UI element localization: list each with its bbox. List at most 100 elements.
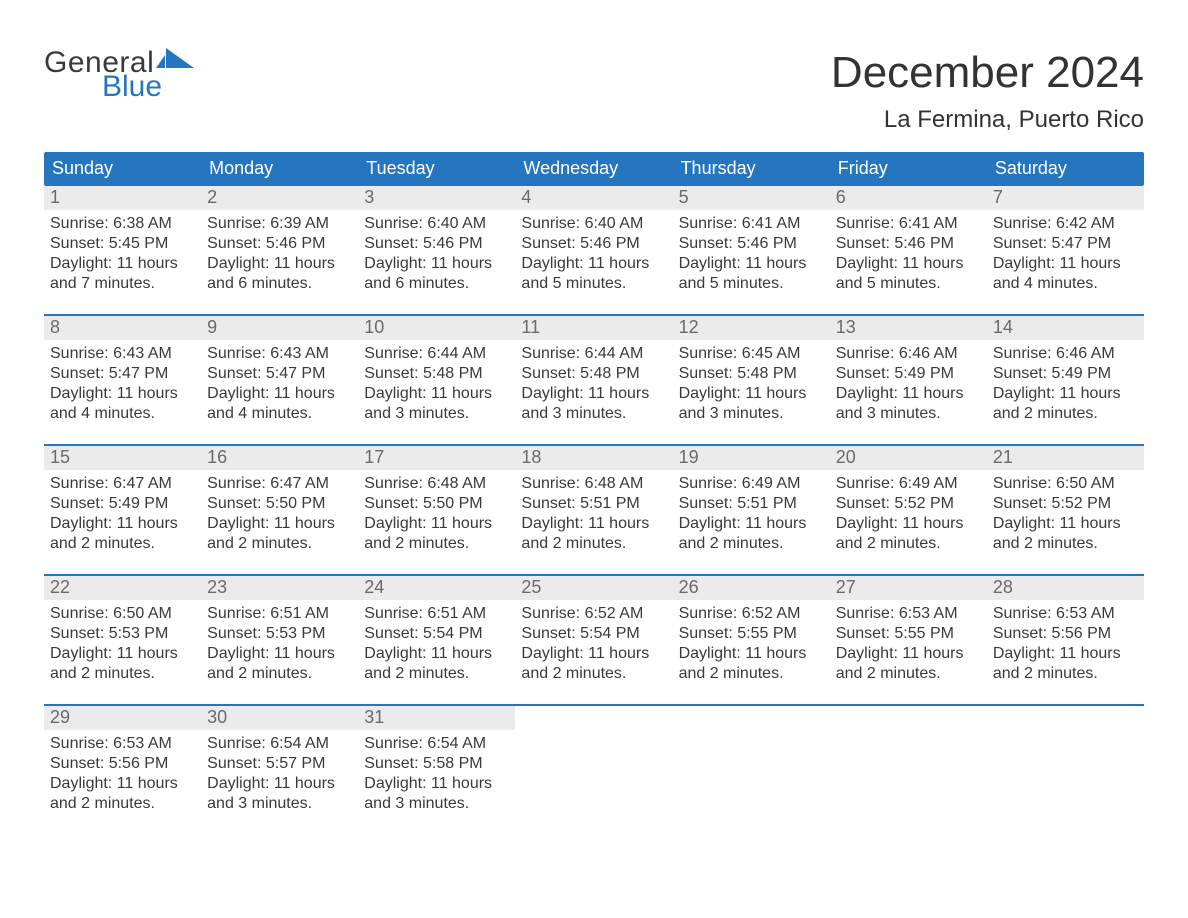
day-number: 17 bbox=[358, 446, 515, 470]
day-number: 5 bbox=[673, 186, 830, 210]
sunset-line: Sunset: 5:57 PM bbox=[207, 754, 352, 774]
day-cell: 19Sunrise: 6:49 AMSunset: 5:51 PMDayligh… bbox=[673, 446, 830, 554]
sunrise-line: Sunrise: 6:53 AM bbox=[836, 604, 981, 624]
sunrise-line: Sunrise: 6:41 AM bbox=[836, 214, 981, 234]
sunrise-line: Sunrise: 6:52 AM bbox=[521, 604, 666, 624]
daylight-line: Daylight: 11 hours and 3 minutes. bbox=[364, 384, 509, 424]
daylight-line: Daylight: 11 hours and 4 minutes. bbox=[207, 384, 352, 424]
page-header: General Blue December 2024 La Fermina, P… bbox=[44, 48, 1144, 134]
day-cell: 27Sunrise: 6:53 AMSunset: 5:55 PMDayligh… bbox=[830, 576, 987, 684]
sunrise-line: Sunrise: 6:46 AM bbox=[993, 344, 1138, 364]
day-number: 4 bbox=[515, 186, 672, 210]
day-cell: 15Sunrise: 6:47 AMSunset: 5:49 PMDayligh… bbox=[44, 446, 201, 554]
daylight-line: Daylight: 11 hours and 2 minutes. bbox=[836, 644, 981, 684]
day-number: 14 bbox=[987, 316, 1144, 340]
daylight-line: Daylight: 11 hours and 5 minutes. bbox=[836, 254, 981, 294]
day-details: Sunrise: 6:45 AMSunset: 5:48 PMDaylight:… bbox=[673, 340, 830, 424]
sunset-line: Sunset: 5:53 PM bbox=[50, 624, 195, 644]
daylight-line: Daylight: 11 hours and 2 minutes. bbox=[679, 514, 824, 554]
sunset-line: Sunset: 5:49 PM bbox=[993, 364, 1138, 384]
sunset-line: Sunset: 5:48 PM bbox=[679, 364, 824, 384]
daylight-line: Daylight: 11 hours and 2 minutes. bbox=[364, 514, 509, 554]
sunrise-line: Sunrise: 6:50 AM bbox=[993, 474, 1138, 494]
daylight-line: Daylight: 11 hours and 2 minutes. bbox=[207, 644, 352, 684]
sunset-line: Sunset: 5:45 PM bbox=[50, 234, 195, 254]
day-details: Sunrise: 6:51 AMSunset: 5:53 PMDaylight:… bbox=[201, 600, 358, 684]
day-number: 15 bbox=[44, 446, 201, 470]
sunset-line: Sunset: 5:55 PM bbox=[836, 624, 981, 644]
sunrise-line: Sunrise: 6:44 AM bbox=[521, 344, 666, 364]
day-cell: 9Sunrise: 6:43 AMSunset: 5:47 PMDaylight… bbox=[201, 316, 358, 424]
day-details: Sunrise: 6:44 AMSunset: 5:48 PMDaylight:… bbox=[358, 340, 515, 424]
day-cell: 1Sunrise: 6:38 AMSunset: 5:45 PMDaylight… bbox=[44, 186, 201, 294]
weekday-header-cell: Tuesday bbox=[358, 152, 515, 186]
sunrise-line: Sunrise: 6:43 AM bbox=[50, 344, 195, 364]
day-number: 31 bbox=[358, 706, 515, 730]
day-details: Sunrise: 6:50 AMSunset: 5:52 PMDaylight:… bbox=[987, 470, 1144, 554]
day-details: Sunrise: 6:48 AMSunset: 5:51 PMDaylight:… bbox=[515, 470, 672, 554]
day-cell: 17Sunrise: 6:48 AMSunset: 5:50 PMDayligh… bbox=[358, 446, 515, 554]
day-number bbox=[515, 706, 672, 709]
sunset-line: Sunset: 5:46 PM bbox=[679, 234, 824, 254]
sunrise-line: Sunrise: 6:45 AM bbox=[679, 344, 824, 364]
daylight-line: Daylight: 11 hours and 4 minutes. bbox=[50, 384, 195, 424]
day-number: 3 bbox=[358, 186, 515, 210]
day-details: Sunrise: 6:43 AMSunset: 5:47 PMDaylight:… bbox=[44, 340, 201, 424]
daylight-line: Daylight: 11 hours and 2 minutes. bbox=[364, 644, 509, 684]
sunset-line: Sunset: 5:46 PM bbox=[836, 234, 981, 254]
daylight-line: Daylight: 11 hours and 2 minutes. bbox=[50, 644, 195, 684]
daylight-line: Daylight: 11 hours and 2 minutes. bbox=[521, 514, 666, 554]
day-details: Sunrise: 6:54 AMSunset: 5:58 PMDaylight:… bbox=[358, 730, 515, 814]
day-cell bbox=[830, 706, 987, 814]
daylight-line: Daylight: 11 hours and 4 minutes. bbox=[993, 254, 1138, 294]
day-cell: 7Sunrise: 6:42 AMSunset: 5:47 PMDaylight… bbox=[987, 186, 1144, 294]
day-details: Sunrise: 6:40 AMSunset: 5:46 PMDaylight:… bbox=[515, 210, 672, 294]
day-cell: 18Sunrise: 6:48 AMSunset: 5:51 PMDayligh… bbox=[515, 446, 672, 554]
sunrise-line: Sunrise: 6:53 AM bbox=[993, 604, 1138, 624]
day-number: 19 bbox=[673, 446, 830, 470]
day-cell: 31Sunrise: 6:54 AMSunset: 5:58 PMDayligh… bbox=[358, 706, 515, 814]
day-details: Sunrise: 6:53 AMSunset: 5:56 PMDaylight:… bbox=[987, 600, 1144, 684]
day-cell: 10Sunrise: 6:44 AMSunset: 5:48 PMDayligh… bbox=[358, 316, 515, 424]
calendar: SundayMondayTuesdayWednesdayThursdayFrid… bbox=[44, 152, 1144, 814]
day-cell: 23Sunrise: 6:51 AMSunset: 5:53 PMDayligh… bbox=[201, 576, 358, 684]
day-details: Sunrise: 6:41 AMSunset: 5:46 PMDaylight:… bbox=[673, 210, 830, 294]
daylight-line: Daylight: 11 hours and 2 minutes. bbox=[50, 514, 195, 554]
day-number: 28 bbox=[987, 576, 1144, 600]
day-cell: 20Sunrise: 6:49 AMSunset: 5:52 PMDayligh… bbox=[830, 446, 987, 554]
week-row: 1Sunrise: 6:38 AMSunset: 5:45 PMDaylight… bbox=[44, 186, 1144, 294]
daylight-line: Daylight: 11 hours and 3 minutes. bbox=[679, 384, 824, 424]
day-cell: 25Sunrise: 6:52 AMSunset: 5:54 PMDayligh… bbox=[515, 576, 672, 684]
day-number: 22 bbox=[44, 576, 201, 600]
location-subtitle: La Fermina, Puerto Rico bbox=[831, 106, 1144, 134]
day-details: Sunrise: 6:49 AMSunset: 5:52 PMDaylight:… bbox=[830, 470, 987, 554]
sunset-line: Sunset: 5:55 PM bbox=[679, 624, 824, 644]
day-cell bbox=[987, 706, 1144, 814]
day-cell: 3Sunrise: 6:40 AMSunset: 5:46 PMDaylight… bbox=[358, 186, 515, 294]
weekday-header-cell: Friday bbox=[830, 152, 987, 186]
daylight-line: Daylight: 11 hours and 2 minutes. bbox=[521, 644, 666, 684]
day-details: Sunrise: 6:43 AMSunset: 5:47 PMDaylight:… bbox=[201, 340, 358, 424]
day-number: 25 bbox=[515, 576, 672, 600]
day-details: Sunrise: 6:48 AMSunset: 5:50 PMDaylight:… bbox=[358, 470, 515, 554]
sunset-line: Sunset: 5:47 PM bbox=[207, 364, 352, 384]
day-details: Sunrise: 6:54 AMSunset: 5:57 PMDaylight:… bbox=[201, 730, 358, 814]
daylight-line: Daylight: 11 hours and 2 minutes. bbox=[836, 514, 981, 554]
day-cell: 28Sunrise: 6:53 AMSunset: 5:56 PMDayligh… bbox=[987, 576, 1144, 684]
sunrise-line: Sunrise: 6:51 AM bbox=[207, 604, 352, 624]
weekday-header-cell: Wednesday bbox=[515, 152, 672, 186]
daylight-line: Daylight: 11 hours and 6 minutes. bbox=[207, 254, 352, 294]
day-cell: 4Sunrise: 6:40 AMSunset: 5:46 PMDaylight… bbox=[515, 186, 672, 294]
day-cell: 2Sunrise: 6:39 AMSunset: 5:46 PMDaylight… bbox=[201, 186, 358, 294]
logo-text-blue: Blue bbox=[102, 72, 194, 102]
day-details: Sunrise: 6:50 AMSunset: 5:53 PMDaylight:… bbox=[44, 600, 201, 684]
sunrise-line: Sunrise: 6:40 AM bbox=[521, 214, 666, 234]
sunrise-line: Sunrise: 6:44 AM bbox=[364, 344, 509, 364]
weekday-header-row: SundayMondayTuesdayWednesdayThursdayFrid… bbox=[44, 152, 1144, 186]
weeks-container: 1Sunrise: 6:38 AMSunset: 5:45 PMDaylight… bbox=[44, 186, 1144, 814]
day-details: Sunrise: 6:47 AMSunset: 5:49 PMDaylight:… bbox=[44, 470, 201, 554]
daylight-line: Daylight: 11 hours and 2 minutes. bbox=[993, 644, 1138, 684]
sunset-line: Sunset: 5:48 PM bbox=[521, 364, 666, 384]
sunrise-line: Sunrise: 6:47 AM bbox=[50, 474, 195, 494]
day-cell: 24Sunrise: 6:51 AMSunset: 5:54 PMDayligh… bbox=[358, 576, 515, 684]
